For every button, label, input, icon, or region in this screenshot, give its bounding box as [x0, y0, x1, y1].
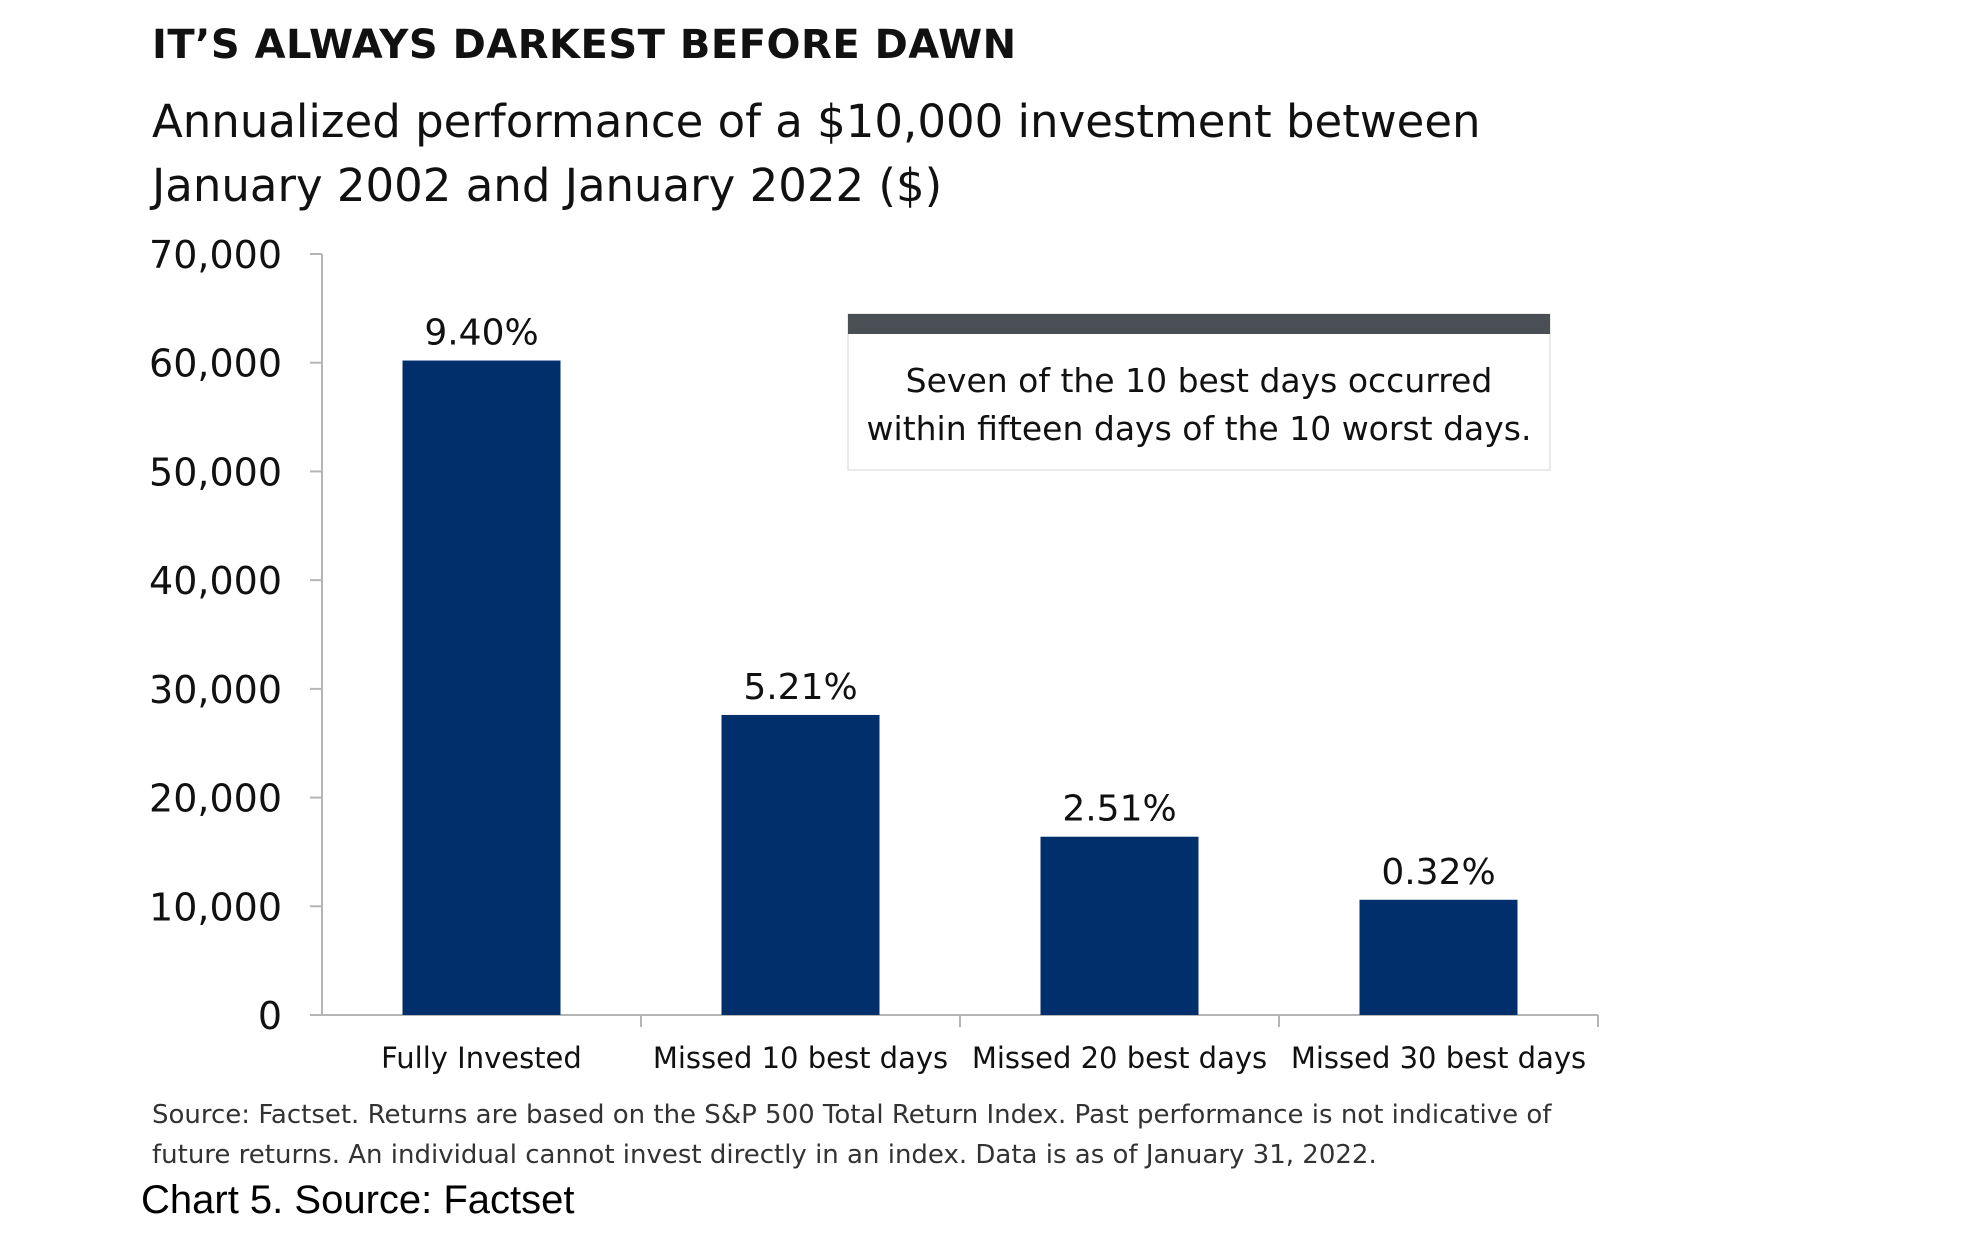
chart-caption: Chart 5. Source: Factset [141, 1178, 575, 1222]
bar [1359, 899, 1518, 1015]
y-tick-label: 10,000 [149, 885, 282, 929]
source-footnote: Source: Factset. Returns are based on th… [152, 1100, 1552, 1170]
x-tick-label: Missed 10 best days [653, 1041, 948, 1075]
x-tick-label: Missed 20 best days [972, 1041, 1267, 1075]
annotation-header-bar [848, 314, 1550, 334]
annotation-text-line: Seven of the 10 best days occurred [906, 361, 1493, 400]
bar-data-label: 9.40% [424, 313, 538, 354]
x-tick-label: Fully Invested [381, 1041, 582, 1075]
chart-title: IT’S ALWAYS DARKEST BEFORE DAWN [152, 22, 1017, 68]
bar-chart: 0 10,000 20,000 30,000 40,000 50,000 60,000 70,… [149, 233, 1599, 1075]
y-tick-label: 40,000 [149, 559, 282, 603]
annotation-box: Seven of the 10 best days occurred within… [847, 313, 1551, 471]
y-tick-label: 50,000 [149, 450, 282, 494]
y-tick-label: 30,000 [149, 668, 282, 712]
annotation-text-line: within fifteen days of the 10 worst days… [867, 409, 1532, 448]
y-tick-label: 0 [258, 994, 282, 1038]
bars: 9.40% 5.21% 2.51% 0.32% [402, 313, 1518, 1015]
x-axis: Fully Invested Missed 10 best days Missed … [322, 1014, 1599, 1075]
bar-data-label: 5.21% [743, 667, 857, 708]
x-tick-label: Missed 30 best days [1291, 1041, 1586, 1075]
bar-data-label: 2.51% [1062, 789, 1176, 830]
chart-subtitle: Annualized performance of a $10,000 inve… [152, 95, 1481, 212]
bar-data-label: 0.32% [1381, 852, 1495, 893]
y-axis: 0 10,000 20,000 30,000 40,000 50,000 60,000 70,… [149, 233, 323, 1038]
bar [1040, 836, 1199, 1015]
bar [721, 714, 880, 1015]
y-tick-label: 20,000 [149, 777, 282, 821]
y-tick-label: 60,000 [149, 342, 282, 386]
bar [402, 360, 561, 1015]
y-tick-label: 70,000 [149, 233, 282, 277]
annotation-frame [847, 313, 1551, 471]
